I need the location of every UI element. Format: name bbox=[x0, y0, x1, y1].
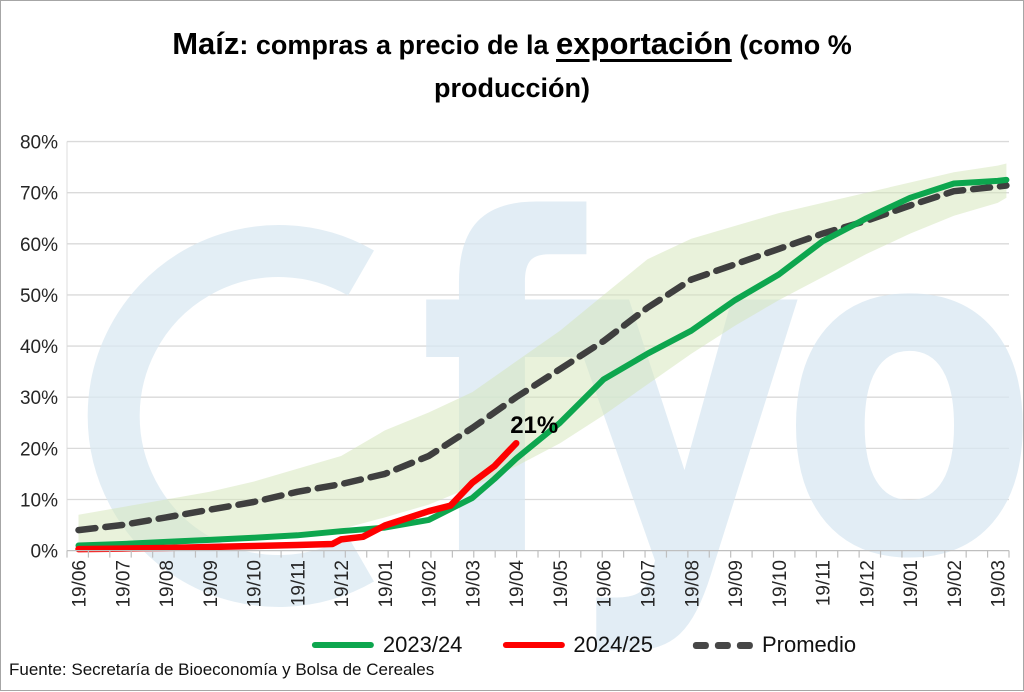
x-tick-label: 19/05 bbox=[551, 560, 572, 608]
legend-item-Promedio: Promedio bbox=[692, 632, 857, 658]
x-tick-label: 19/10 bbox=[245, 560, 266, 608]
legend-label: 2023/24 bbox=[382, 632, 463, 657]
y-tick-label: 0% bbox=[31, 542, 59, 563]
watermark-crescent-icon bbox=[87, 225, 374, 607]
x-tick-label: 19/04 bbox=[507, 560, 528, 608]
series-line-2024-25 bbox=[75, 439, 520, 553]
title-text: : compras a precio de la bbox=[239, 30, 557, 60]
title-text-2: (como % bbox=[731, 30, 852, 60]
y-tick-label: 60% bbox=[20, 235, 58, 256]
y-tick-label: 30% bbox=[20, 388, 58, 409]
x-tick-label: 19/09 bbox=[201, 560, 222, 608]
legend-swatch-icon bbox=[692, 641, 753, 649]
legend: 2023/24 2024/25 Promedio bbox=[311, 632, 857, 658]
title-line-1: Maíz: compras a precio de la exportación… bbox=[1, 21, 1023, 68]
legend-swatch-icon bbox=[311, 642, 374, 648]
legend-dash-icon bbox=[736, 641, 753, 649]
x-tick-label: 19/11 bbox=[288, 560, 309, 606]
source-note: Fuente: Secretaría de Bioeconomía y Bols… bbox=[9, 660, 435, 679]
title-word-exportacion: exportación bbox=[556, 26, 732, 61]
x-tick-label: 19/02 bbox=[420, 560, 441, 608]
legend-label: 2024/25 bbox=[573, 632, 653, 657]
y-tick-label: 20% bbox=[20, 439, 58, 460]
legend-dash-icon bbox=[714, 641, 731, 649]
title-word-maiz: Maíz bbox=[172, 26, 240, 61]
x-tick-label: 19/07 bbox=[113, 560, 134, 608]
legend-dash-icon bbox=[692, 641, 709, 649]
y-tick-label: 10% bbox=[20, 490, 58, 511]
series-line-2023-24 bbox=[75, 176, 1010, 549]
title-line-2: producción) bbox=[434, 72, 590, 103]
x-tick-label: 19/11 bbox=[814, 560, 835, 606]
x-tick-label: 19/03 bbox=[989, 560, 1010, 608]
x-tick-label: 19/12 bbox=[332, 560, 353, 608]
y-tick-label: 40% bbox=[20, 337, 58, 358]
y-tick-label: 80% bbox=[20, 133, 58, 154]
y-tick-label: 50% bbox=[20, 286, 58, 307]
series-line-Promedio bbox=[75, 182, 1010, 534]
x-tick-label: 19/12 bbox=[857, 560, 878, 608]
data-label-21pct: 21% bbox=[510, 412, 559, 440]
x-tick-label: 19/10 bbox=[770, 560, 791, 608]
chart-title: Maíz: compras a precio de la exportación… bbox=[1, 21, 1023, 108]
y-tick-label: 70% bbox=[20, 184, 58, 205]
x-tick-label: 19/07 bbox=[639, 560, 660, 608]
band-range bbox=[78, 163, 1007, 547]
x-tick-label: 19/03 bbox=[463, 560, 484, 608]
legend-swatch-icon bbox=[502, 642, 565, 648]
x-tick-label: 19/09 bbox=[726, 560, 747, 608]
legend-item-2023-24: 2023/24 bbox=[311, 632, 463, 658]
x-tick-label: 19/08 bbox=[157, 560, 178, 608]
x-tick-label: 19/01 bbox=[901, 560, 922, 608]
x-tick-label: 19/06 bbox=[70, 560, 91, 608]
x-tick-label: 19/08 bbox=[682, 560, 703, 608]
x-tick-label: 19/06 bbox=[595, 560, 616, 608]
x-tick-label: 19/02 bbox=[945, 560, 966, 608]
legend-item-2024-25: 2024/25 bbox=[502, 632, 653, 658]
legend-label: Promedio bbox=[761, 632, 857, 657]
x-tick-label: 19/01 bbox=[376, 560, 397, 608]
